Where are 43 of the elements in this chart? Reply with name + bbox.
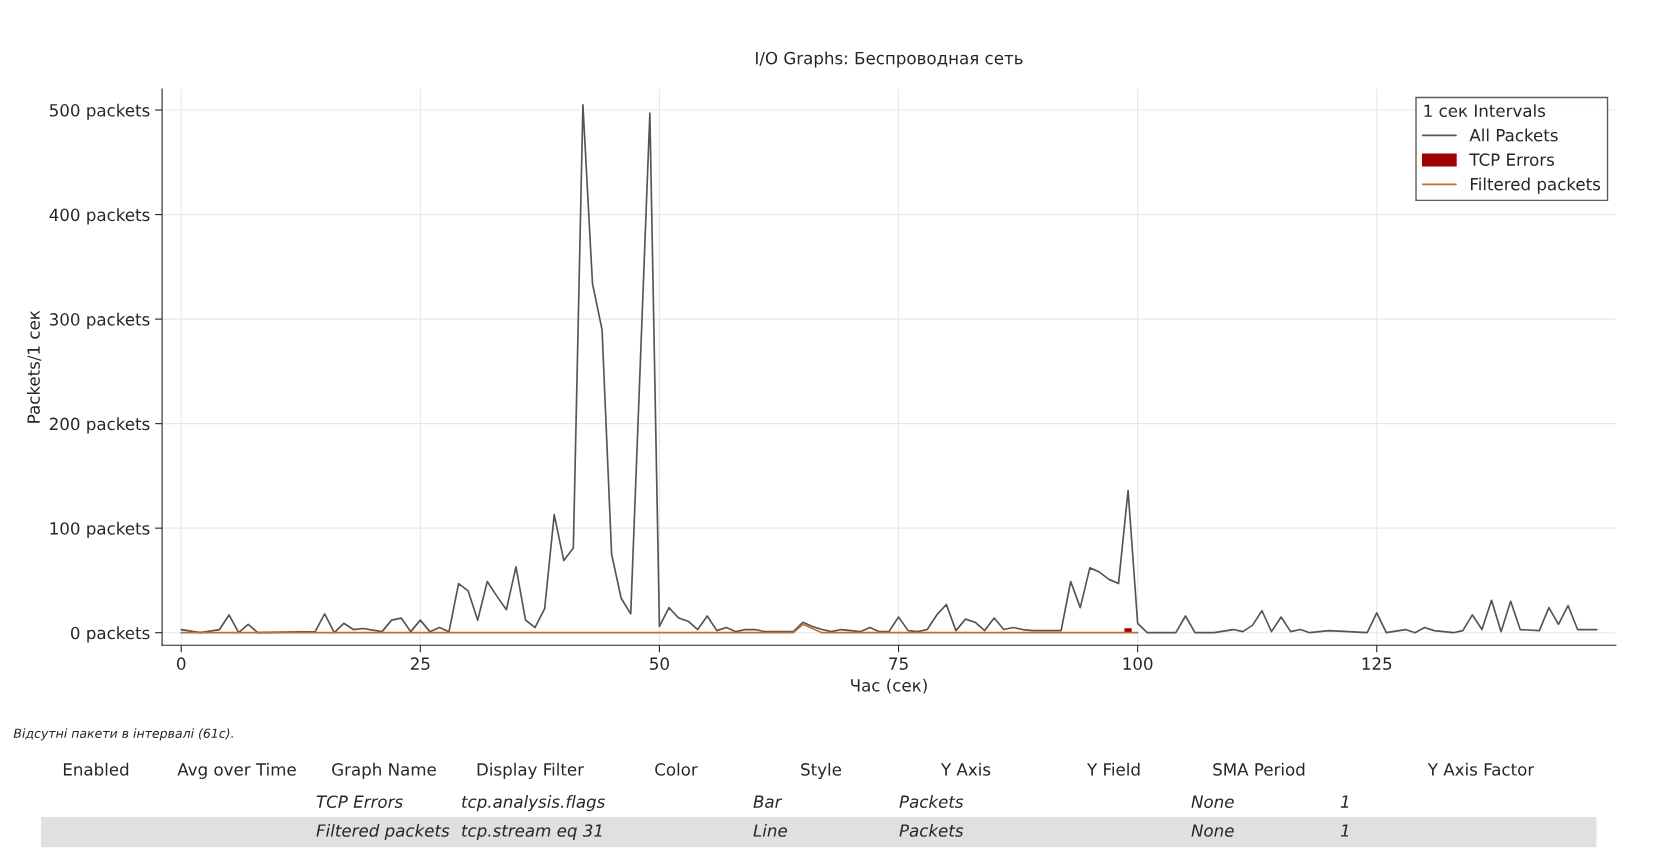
text: 1 (1340, 795, 1349, 808)
text: Packets (899, 823, 964, 837)
legend-label: Filtered packets (1470, 177, 1601, 194)
text: None (1191, 824, 1234, 837)
text: None (1191, 795, 1234, 808)
text: Y Axis Factor (1427, 762, 1535, 776)
y-tick-label: 300 packets (49, 312, 150, 329)
text: SMA Period (1213, 762, 1305, 776)
text: tcp.stream eq 31 (462, 824, 602, 841)
text: Line (753, 823, 787, 837)
x-tick-label: 125 (1362, 657, 1392, 670)
chart-title: I/O Graphs: Беспроводная сеть (756, 51, 1023, 68)
y-axis-title: Packets/1 сек (27, 310, 42, 423)
line-series (180, 103, 1598, 634)
text: Graph Name (332, 762, 436, 779)
y-tick-label: 0 packets (71, 626, 150, 643)
text: tcp.analysis.flags (462, 795, 605, 812)
legend-label: TCP Errors (1469, 153, 1555, 166)
y-tick-label: 100 packets (50, 521, 150, 538)
legend-label: All Packets (1469, 128, 1558, 142)
text: Display Filter (477, 762, 585, 779)
x-tick-label: 50 (650, 657, 669, 670)
text: 1 (1340, 824, 1349, 837)
x-tick-label: 0 (177, 657, 186, 670)
text: Y Axis (940, 762, 991, 776)
x-tick-label: 100 (1123, 657, 1153, 670)
y-tick-label: 400 packets (49, 208, 150, 225)
text: Y Field (1086, 762, 1140, 776)
text: Відсутні пакети в інтервалі (61с). (13, 728, 233, 741)
text: Color (655, 762, 698, 776)
x-axis-title: Час (сек) (851, 678, 927, 694)
text: Avg over Time (177, 762, 296, 779)
text: Filtered packets (316, 823, 450, 841)
text: Packets (899, 795, 964, 808)
text: Style (801, 762, 842, 779)
text: TCP Errors (316, 795, 403, 808)
y-tick-label: 500 packets (49, 103, 150, 120)
legend-title: 1 сек Intervals (1424, 104, 1546, 118)
text: Bar (753, 795, 783, 808)
text: Enabled (63, 762, 129, 776)
y-tick-label: 200 packets (49, 417, 150, 434)
x-tick-label: 25 (410, 657, 430, 670)
x-tick-label: 75 (889, 657, 908, 670)
